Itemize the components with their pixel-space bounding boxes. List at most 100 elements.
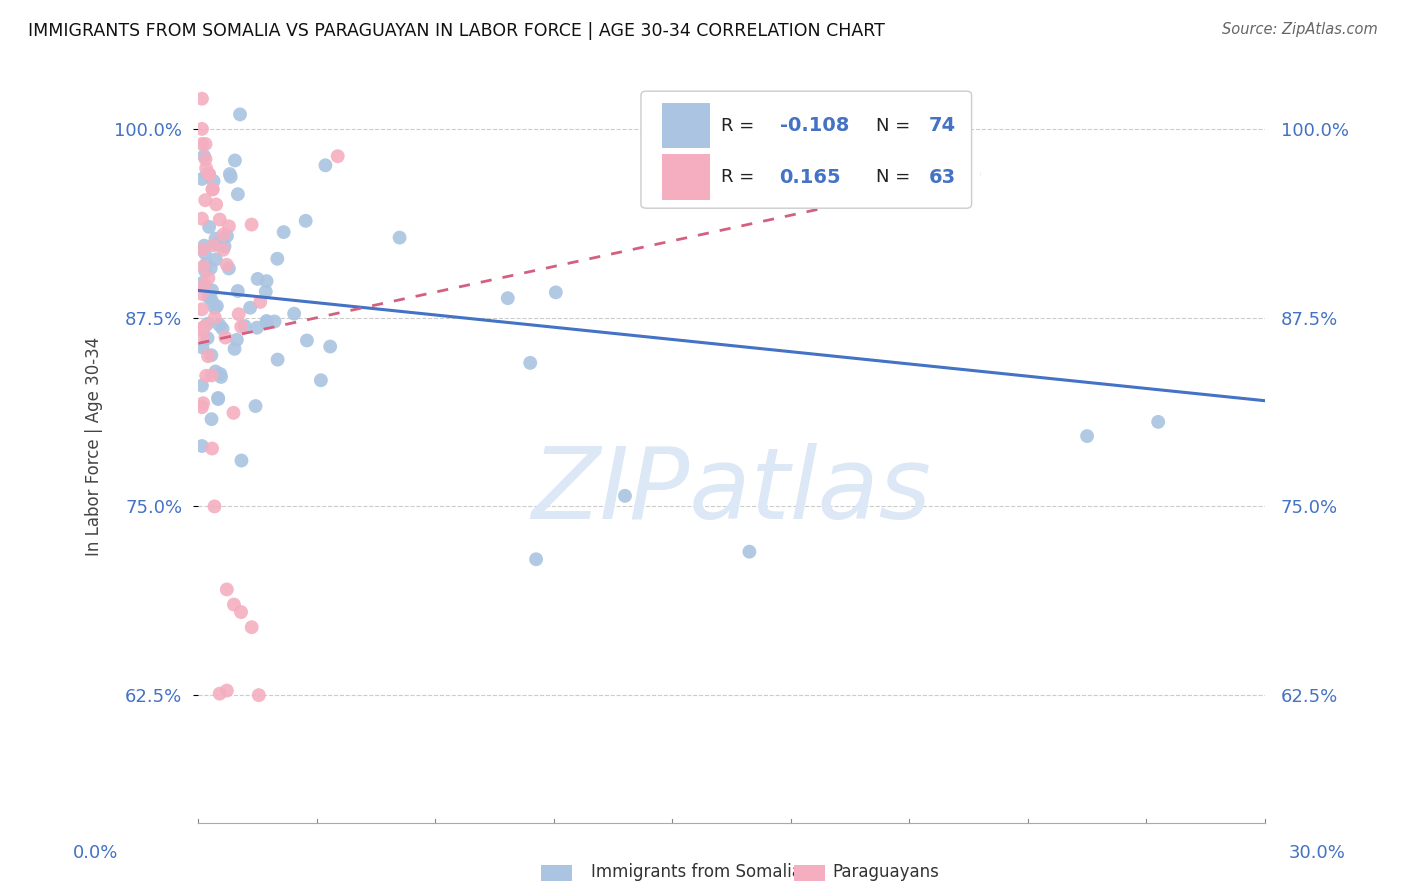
Point	[205, 299, 228, 313]
Point	[226, 187, 249, 202]
Point	[239, 301, 262, 315]
Text: 74: 74	[929, 116, 956, 135]
Text: R =: R =	[721, 117, 761, 135]
Point	[191, 439, 214, 453]
Point	[194, 246, 217, 260]
Point	[200, 348, 222, 362]
Point	[204, 364, 226, 378]
Point	[1147, 415, 1170, 429]
Point	[201, 368, 224, 383]
Point	[209, 370, 232, 384]
Point	[224, 153, 246, 168]
Point	[205, 197, 228, 211]
Point	[1076, 429, 1098, 443]
Point	[201, 283, 224, 297]
Point	[201, 442, 224, 456]
Point	[229, 605, 252, 619]
Point	[191, 136, 214, 151]
Point	[247, 688, 270, 702]
Point	[222, 406, 245, 420]
Point	[215, 683, 238, 698]
Point	[191, 172, 214, 186]
Point	[191, 400, 214, 414]
Point	[201, 182, 224, 196]
Text: Immigrants from Somalia: Immigrants from Somalia	[591, 863, 801, 881]
Text: ZIPatlas: ZIPatlas	[531, 442, 932, 540]
Point	[273, 225, 295, 239]
Text: -0.108: -0.108	[779, 116, 849, 135]
Point	[231, 319, 253, 334]
Point	[202, 174, 225, 188]
Point	[240, 218, 263, 232]
Point	[388, 230, 411, 244]
Point	[195, 368, 218, 383]
Point	[191, 341, 214, 355]
Point	[197, 290, 219, 304]
Point	[205, 237, 228, 252]
Point	[204, 301, 226, 315]
Point	[215, 582, 238, 597]
Point	[204, 232, 226, 246]
Point	[544, 285, 567, 300]
Point	[191, 243, 214, 257]
Point	[212, 243, 235, 257]
Text: N =: N =	[876, 117, 915, 135]
Point	[211, 322, 233, 336]
Point	[207, 392, 229, 406]
Text: Paraguayans: Paraguayans	[832, 863, 939, 881]
Point	[212, 227, 235, 242]
Point	[191, 211, 214, 226]
Point	[249, 294, 271, 309]
Point	[195, 161, 218, 176]
Point	[256, 314, 278, 328]
Point	[191, 287, 214, 301]
Point	[191, 276, 214, 290]
Point	[233, 318, 256, 333]
Point	[738, 544, 761, 558]
Point	[229, 107, 252, 121]
Point	[194, 193, 217, 207]
Point	[200, 261, 222, 276]
Text: Source: ZipAtlas.com: Source: ZipAtlas.com	[1222, 22, 1378, 37]
Point	[191, 321, 214, 335]
Point	[194, 319, 217, 334]
Point	[191, 322, 214, 336]
Text: R =: R =	[721, 168, 761, 186]
Point	[208, 318, 231, 332]
Point	[319, 339, 342, 353]
Point	[207, 236, 229, 251]
Point	[309, 373, 332, 387]
Point	[194, 264, 217, 278]
Y-axis label: In Labor Force | Age 30-34: In Labor Force | Age 30-34	[86, 336, 103, 556]
Point	[198, 167, 221, 181]
Point	[201, 182, 224, 196]
Point	[224, 342, 246, 356]
Text: IMMIGRANTS FROM SOMALIA VS PARAGUAYAN IN LABOR FORCE | AGE 30-34 CORRELATION CHA: IMMIGRANTS FROM SOMALIA VS PARAGUAYAN IN…	[28, 22, 884, 40]
Point	[191, 302, 214, 317]
Point	[193, 149, 215, 163]
Point	[519, 356, 541, 370]
Text: 30.0%: 30.0%	[1289, 844, 1346, 862]
Point	[314, 158, 336, 172]
Point	[283, 307, 305, 321]
Point	[256, 274, 278, 288]
Point	[246, 320, 269, 334]
Point	[266, 252, 288, 266]
Point	[222, 598, 245, 612]
Point	[198, 219, 221, 234]
Point	[197, 167, 219, 181]
Point	[228, 307, 250, 321]
Point	[197, 331, 219, 345]
Point	[209, 367, 232, 381]
Text: N =: N =	[876, 168, 915, 186]
Point	[231, 453, 253, 467]
Point	[263, 314, 285, 328]
Point	[218, 167, 240, 181]
Point	[197, 349, 219, 363]
Point	[219, 169, 242, 184]
FancyBboxPatch shape	[641, 91, 972, 208]
Point	[205, 252, 228, 267]
Point	[200, 412, 222, 426]
Point	[524, 552, 547, 566]
Point	[218, 219, 240, 234]
